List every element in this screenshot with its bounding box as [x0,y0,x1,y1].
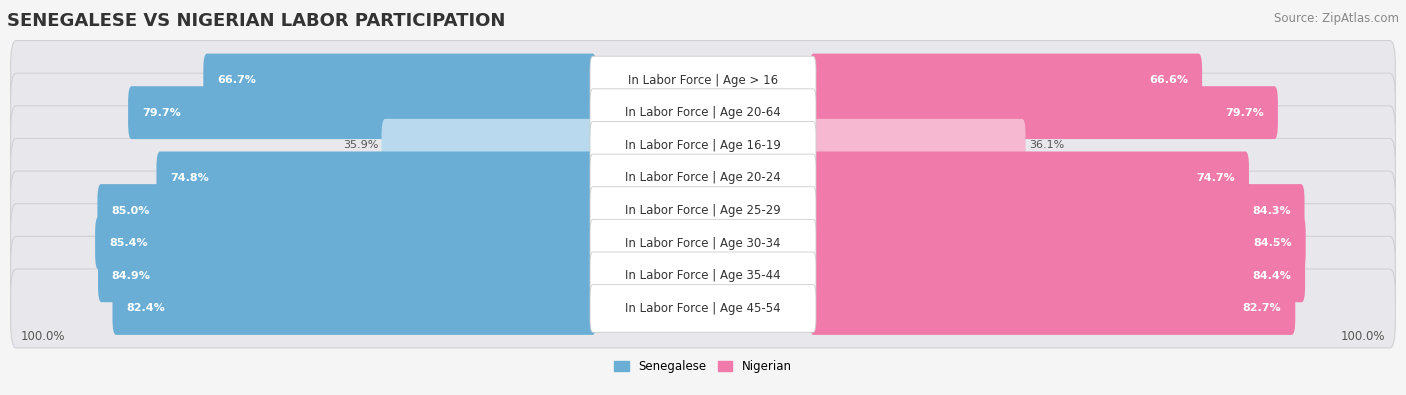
FancyBboxPatch shape [810,119,1025,172]
FancyBboxPatch shape [11,171,1395,250]
Text: SENEGALESE VS NIGERIAN LABOR PARTICIPATION: SENEGALESE VS NIGERIAN LABOR PARTICIPATI… [7,12,505,30]
FancyBboxPatch shape [810,184,1305,237]
Text: Source: ZipAtlas.com: Source: ZipAtlas.com [1274,12,1399,25]
FancyBboxPatch shape [810,86,1278,139]
FancyBboxPatch shape [591,56,815,104]
Text: In Labor Force | Age 35-44: In Labor Force | Age 35-44 [626,269,780,282]
Text: In Labor Force | Age 30-34: In Labor Force | Age 30-34 [626,237,780,250]
Text: 74.8%: 74.8% [170,173,209,183]
FancyBboxPatch shape [591,122,815,169]
FancyBboxPatch shape [11,138,1395,217]
FancyBboxPatch shape [98,249,596,302]
Text: 82.4%: 82.4% [127,303,165,314]
Text: 66.6%: 66.6% [1149,75,1188,85]
Text: In Labor Force | Age 25-29: In Labor Force | Age 25-29 [626,204,780,217]
Text: 100.0%: 100.0% [1340,330,1385,343]
FancyBboxPatch shape [11,73,1395,152]
Text: In Labor Force | Age > 16: In Labor Force | Age > 16 [628,73,778,87]
Text: 84.9%: 84.9% [112,271,150,281]
Text: 84.5%: 84.5% [1253,238,1292,248]
FancyBboxPatch shape [112,282,596,335]
FancyBboxPatch shape [11,41,1395,120]
FancyBboxPatch shape [11,236,1395,315]
Text: 74.7%: 74.7% [1197,173,1236,183]
Text: 79.7%: 79.7% [142,108,180,118]
Text: 35.9%: 35.9% [343,140,378,150]
FancyBboxPatch shape [11,269,1395,348]
Text: 79.7%: 79.7% [1226,108,1264,118]
FancyBboxPatch shape [810,54,1202,107]
FancyBboxPatch shape [591,252,815,300]
FancyBboxPatch shape [810,217,1306,270]
Text: 85.4%: 85.4% [108,238,148,248]
Legend: Senegalese, Nigerian: Senegalese, Nigerian [610,355,796,378]
FancyBboxPatch shape [591,154,815,202]
FancyBboxPatch shape [11,106,1395,185]
FancyBboxPatch shape [810,249,1305,302]
Text: In Labor Force | Age 20-24: In Labor Force | Age 20-24 [626,171,780,184]
FancyBboxPatch shape [810,152,1249,204]
FancyBboxPatch shape [11,204,1395,283]
Text: In Labor Force | Age 20-64: In Labor Force | Age 20-64 [626,106,780,119]
Text: 84.4%: 84.4% [1253,271,1291,281]
Text: 84.3%: 84.3% [1253,205,1291,216]
Text: 85.0%: 85.0% [111,205,149,216]
FancyBboxPatch shape [591,219,815,267]
FancyBboxPatch shape [810,282,1295,335]
Text: In Labor Force | Age 16-19: In Labor Force | Age 16-19 [626,139,780,152]
Text: 100.0%: 100.0% [21,330,66,343]
FancyBboxPatch shape [97,184,596,237]
Text: 66.7%: 66.7% [217,75,256,85]
Text: In Labor Force | Age 45-54: In Labor Force | Age 45-54 [626,302,780,315]
FancyBboxPatch shape [128,86,596,139]
FancyBboxPatch shape [204,54,596,107]
FancyBboxPatch shape [591,187,815,234]
FancyBboxPatch shape [96,217,596,270]
FancyBboxPatch shape [591,89,815,137]
Text: 36.1%: 36.1% [1029,140,1064,150]
Text: 82.7%: 82.7% [1243,303,1281,314]
FancyBboxPatch shape [156,152,596,204]
FancyBboxPatch shape [381,119,596,172]
FancyBboxPatch shape [591,285,815,332]
